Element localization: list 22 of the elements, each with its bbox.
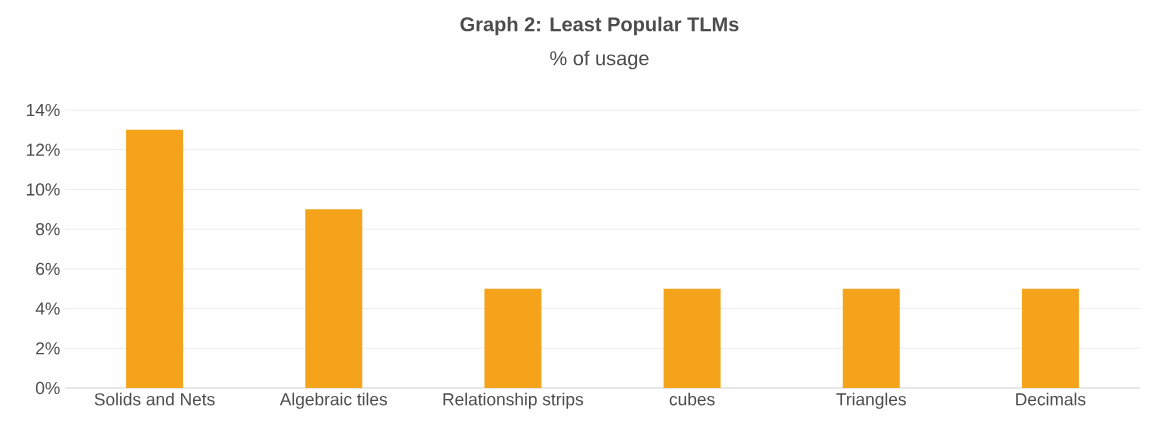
bar [663, 288, 721, 388]
bar [484, 288, 542, 388]
y-tick-label: 0% [35, 381, 60, 395]
x-tick-label: Decimals [1016, 392, 1086, 406]
y-tick-label: 4% [35, 302, 60, 315]
y-tick-label: 14% [26, 103, 60, 117]
chart-subtitle: % of usage [550, 50, 649, 70]
chart-title: Graph 2: Least Popular TLMs [460, 16, 739, 36]
y-tick-label: 6% [36, 262, 60, 275]
x-tick-label: Triangles [836, 392, 906, 409]
bar [305, 209, 363, 388]
y-tick-label: 10% [26, 183, 60, 196]
y-tick-label: 12% [26, 143, 60, 156]
bar [126, 129, 184, 388]
bar [842, 288, 900, 388]
x-tick-label: cubes [669, 392, 715, 406]
bar [1021, 288, 1079, 388]
x-tick-label: Algebraic tiles [279, 392, 388, 409]
x-tick-label: Solids and Nets [94, 392, 215, 406]
y-tick-label: 8% [35, 223, 60, 236]
y-tick-label: 2% [36, 342, 60, 355]
x-tick-label: Relationship strips [443, 392, 584, 409]
